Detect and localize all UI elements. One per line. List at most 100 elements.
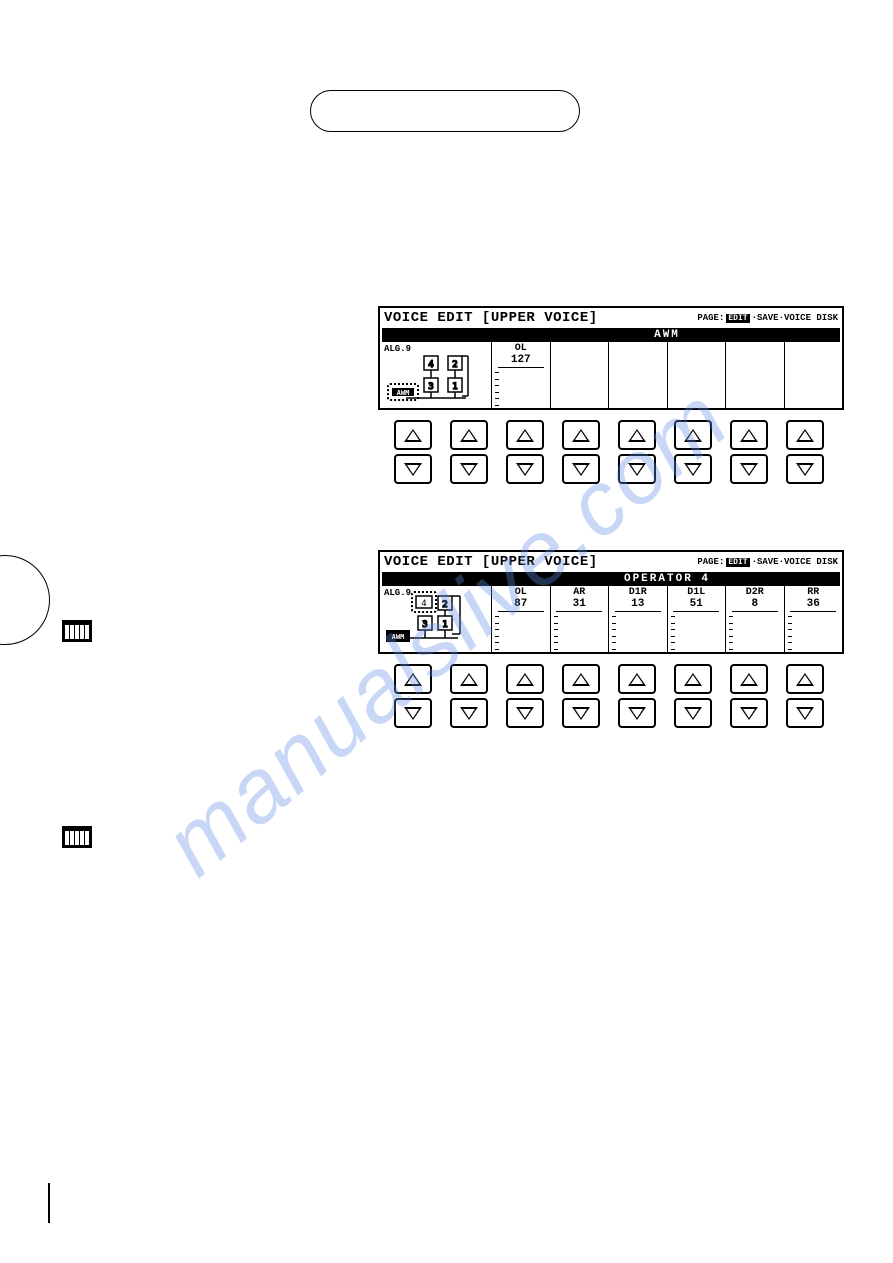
- up-button[interactable]: [674, 664, 712, 694]
- btn-pair: [730, 664, 768, 728]
- lcd1-algo-diagram: 4 2 3 1 AWM: [380, 342, 492, 408]
- lcd1-ol-val: 127: [511, 355, 531, 366]
- lcd1-empty-4: [726, 342, 785, 408]
- lcd1-nav-rest: ·SAVE·VOICE DISK: [752, 313, 838, 323]
- btn-pair: [674, 664, 712, 728]
- keyboard-icon: [62, 620, 92, 642]
- up-button[interactable]: [562, 420, 600, 450]
- lcd2-param-rr: RR 36: [785, 586, 843, 652]
- btn-pair: [506, 664, 544, 728]
- lcd1-nav-page: PAGE:: [697, 313, 724, 323]
- up-button[interactable]: [506, 420, 544, 450]
- svg-text:AWM: AWM: [397, 389, 410, 397]
- button-row-2: [394, 664, 824, 728]
- lcd1-algo-box: ALG.9 4 2 3 1 AWM: [380, 342, 492, 408]
- btn-pair: [394, 420, 432, 484]
- up-button[interactable]: [394, 420, 432, 450]
- lcd1-ol-name: OL: [515, 344, 527, 354]
- lcd1-body: ALG.9 4 2 3 1 AWM: [380, 342, 842, 408]
- lcd1-param-ol: OL 127: [492, 342, 551, 408]
- btn-pair: [786, 664, 824, 728]
- btn-pair: [562, 420, 600, 484]
- up-button[interactable]: [394, 664, 432, 694]
- down-button[interactable]: [674, 698, 712, 728]
- lcd1-section-bar: AWM: [382, 328, 840, 342]
- up-button[interactable]: [506, 664, 544, 694]
- lcd2-title: VOICE EDIT [UPPER VOICE]: [384, 554, 598, 570]
- lcd1-nav-edit: EDIT: [726, 314, 749, 323]
- svg-text:1: 1: [442, 620, 447, 630]
- lcd2-nav-rest: ·SAVE·VOICE DISK: [752, 557, 838, 567]
- lcd2-nav-page: PAGE:: [697, 557, 724, 567]
- down-button[interactable]: [730, 454, 768, 484]
- down-button[interactable]: [674, 454, 712, 484]
- lcd1-empty-2: [609, 342, 668, 408]
- down-button[interactable]: [450, 698, 488, 728]
- svg-text:1: 1: [452, 382, 457, 392]
- up-button[interactable]: [562, 664, 600, 694]
- lcd1-empty-5: [785, 342, 843, 408]
- lcd-panel-operator: VOICE EDIT [UPPER VOICE] PAGE: EDIT ·SAV…: [378, 550, 844, 654]
- lcd2-nav: PAGE: EDIT ·SAVE·VOICE DISK: [697, 557, 838, 567]
- lcd2-section-title: OPERATOR 4: [494, 573, 840, 585]
- btn-pair: [618, 420, 656, 484]
- down-button[interactable]: [730, 698, 768, 728]
- svg-text:2: 2: [442, 600, 447, 610]
- lcd2-nav-edit: EDIT: [726, 558, 749, 567]
- btn-pair: [506, 420, 544, 484]
- btn-pair: [562, 664, 600, 728]
- lcd2-algo-diagram: 2 3 1 4 AWM: [380, 586, 492, 652]
- btn-pair: [450, 664, 488, 728]
- btn-pair: [674, 420, 712, 484]
- lcd2-param-ar: AR 31: [551, 586, 610, 652]
- btn-pair: [394, 664, 432, 728]
- down-button[interactable]: [618, 454, 656, 484]
- svg-text:4: 4: [421, 599, 426, 609]
- down-button[interactable]: [506, 454, 544, 484]
- lcd1-nav: PAGE: EDIT ·SAVE·VOICE DISK: [697, 313, 838, 323]
- down-button[interactable]: [786, 454, 824, 484]
- up-button[interactable]: [730, 420, 768, 450]
- up-button[interactable]: [618, 664, 656, 694]
- down-button[interactable]: [618, 698, 656, 728]
- lcd1-empty-1: [551, 342, 610, 408]
- svg-text:2: 2: [452, 360, 457, 370]
- up-button[interactable]: [674, 420, 712, 450]
- lcd-panel-awm: VOICE EDIT [UPPER VOICE] PAGE: EDIT ·SAV…: [378, 306, 844, 410]
- header-pill: [310, 90, 580, 132]
- button-row-1: [394, 420, 824, 484]
- up-button[interactable]: [786, 420, 824, 450]
- up-button[interactable]: [730, 664, 768, 694]
- up-button[interactable]: [450, 420, 488, 450]
- down-button[interactable]: [506, 698, 544, 728]
- up-button[interactable]: [786, 664, 824, 694]
- lcd2-algo-box: ALG.9 2 3 1 4 AWM: [380, 586, 492, 652]
- keyboard-icon: [62, 826, 92, 848]
- lcd2-section-bar: OPERATOR 4: [382, 572, 840, 586]
- down-button[interactable]: [394, 454, 432, 484]
- down-button[interactable]: [394, 698, 432, 728]
- up-button[interactable]: [450, 664, 488, 694]
- page-footer-rule: [48, 1183, 51, 1223]
- lcd2-param-ol: OL 87: [492, 586, 551, 652]
- down-button[interactable]: [450, 454, 488, 484]
- down-button[interactable]: [562, 454, 600, 484]
- down-button[interactable]: [786, 698, 824, 728]
- lcd1-section-title: AWM: [494, 329, 840, 341]
- lcd1-title-row: VOICE EDIT [UPPER VOICE] PAGE: EDIT ·SAV…: [380, 308, 842, 328]
- margin-circle: [0, 555, 50, 645]
- btn-pair: [618, 664, 656, 728]
- btn-pair: [730, 420, 768, 484]
- svg-text:4: 4: [428, 360, 433, 370]
- lcd2-param-d2r: D2R 8: [726, 586, 785, 652]
- down-button[interactable]: [562, 698, 600, 728]
- svg-text:AWM: AWM: [392, 633, 405, 641]
- btn-pair: [450, 420, 488, 484]
- lcd1-title: VOICE EDIT [UPPER VOICE]: [384, 310, 598, 326]
- btn-pair: [786, 420, 824, 484]
- up-button[interactable]: [618, 420, 656, 450]
- lcd1-empty-3: [668, 342, 727, 408]
- lcd2-param-d1r: D1R 13: [609, 586, 668, 652]
- lcd2-body: ALG.9 2 3 1 4 AWM: [380, 586, 842, 652]
- svg-text:3: 3: [422, 620, 427, 630]
